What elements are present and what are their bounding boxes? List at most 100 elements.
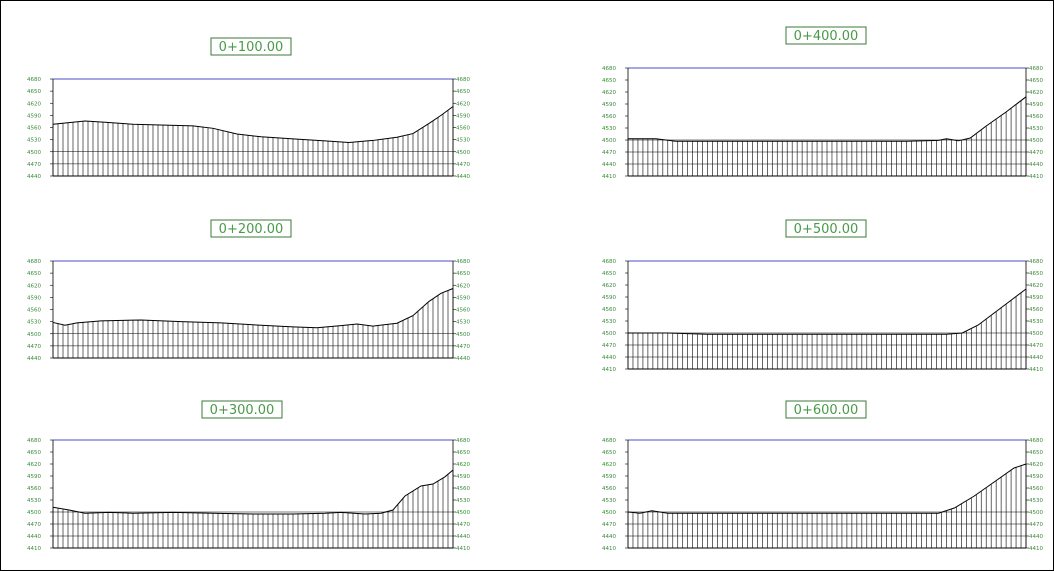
cross-section-panel: 0+300.00 4680 4680 4650 4650 4620 4620 4590 4590… [27, 400, 470, 552]
y-tick-label-right: 4470 [1029, 343, 1043, 349]
y-tick-label-left: 4680 [602, 438, 616, 444]
station-label-box [210, 219, 292, 238]
y-tick-label-right: 4560 [1029, 114, 1043, 120]
y-tick-label-right: 4620 [456, 283, 470, 289]
station-label: 0+400.00 [794, 29, 859, 44]
y-tick-label-left: 4470 [602, 343, 616, 349]
y-tick-label-left: 4620 [602, 90, 616, 96]
y-tick-label-right: 4440 [1029, 162, 1043, 168]
y-tick-label-left: 4650 [602, 78, 616, 84]
y-tick-label-left: 4470 [27, 522, 41, 528]
y-tick-label-left: 4440 [602, 355, 616, 361]
y-tick-label-right: 4590 [1029, 474, 1043, 480]
y-tick-label-right: 4680 [456, 77, 470, 83]
y-tick-label-right: 4620 [456, 101, 470, 107]
y-tick-label-right: 4440 [1029, 534, 1043, 540]
y-tick-label-right: 4650 [1029, 450, 1043, 456]
y-tick-label-left: 4620 [602, 462, 616, 468]
station-label-box [210, 37, 292, 56]
y-tick-label-left: 4680 [27, 77, 41, 83]
y-tick-label-left: 4530 [27, 138, 41, 144]
y-tick-label-right: 4560 [1029, 307, 1043, 313]
y-tick-label-right: 4530 [1029, 498, 1043, 504]
y-tick-label-right: 4440 [456, 174, 470, 180]
y-tick-label-left: 4590 [27, 295, 41, 301]
y-tick-label-left: 4530 [602, 126, 616, 132]
y-tick-label-right: 4620 [1029, 283, 1043, 289]
y-tick-label-left: 4440 [27, 174, 41, 180]
y-tick-label-right: 4470 [456, 522, 470, 528]
y-tick-label-left: 4530 [27, 498, 41, 504]
y-tick-label-right: 4650 [456, 450, 470, 456]
y-tick-label-right: 4410 [1029, 174, 1043, 180]
y-tick-label-right: 4530 [456, 498, 470, 504]
y-tick-label-left: 4500 [27, 332, 41, 338]
y-tick-label-right: 4500 [1029, 510, 1043, 516]
station-label: 0+300.00 [210, 403, 275, 418]
y-tick-label-left: 4470 [602, 522, 616, 528]
y-tick-label-left: 4500 [602, 331, 616, 337]
y-tick-label-left: 4500 [602, 138, 616, 144]
y-tick-label-left: 4650 [602, 271, 616, 277]
y-tick-label-left: 4560 [27, 308, 41, 314]
y-tick-label-right: 4440 [456, 534, 470, 540]
ground-profile-line [628, 288, 1027, 335]
y-tick-label-right: 4470 [456, 162, 470, 168]
y-tick-label-left: 4650 [27, 89, 41, 95]
y-tick-label-left: 4500 [27, 510, 41, 516]
y-tick-label-right: 4530 [1029, 319, 1043, 325]
station-label-box [785, 400, 867, 419]
y-tick-label-left: 4680 [602, 259, 616, 265]
y-tick-label-left: 4410 [602, 367, 616, 373]
y-tick-label-left: 4500 [602, 510, 616, 516]
cross-section-panel: 0+600.00 4680 4680 4650 4650 4620 4620 4590 4590… [602, 400, 1043, 552]
y-tick-label-left: 4620 [602, 283, 616, 289]
station-label: 0+600.00 [794, 403, 859, 418]
y-tick-label-right: 4680 [456, 259, 470, 265]
y-tick-label-left: 4680 [602, 66, 616, 72]
y-tick-label-right: 4590 [456, 295, 470, 301]
ground-profile-line [52, 288, 454, 329]
station-label-box [785, 26, 867, 45]
y-tick-label-right: 4560 [1029, 486, 1043, 492]
y-tick-label-left: 4410 [602, 174, 616, 180]
ground-profile-line [628, 96, 1027, 142]
cross-section-panel: 0+500.00 4680 4680 4650 4650 4620 4620 4590 4590… [602, 219, 1043, 373]
y-tick-label-right: 4530 [456, 320, 470, 326]
y-tick-label-right: 4560 [456, 126, 470, 132]
y-tick-label-right: 4470 [1029, 150, 1043, 156]
y-tick-label-right: 4440 [1029, 355, 1043, 361]
y-tick-label-left: 4560 [602, 486, 616, 492]
y-tick-label-right: 4410 [1029, 367, 1043, 373]
y-tick-label-left: 4500 [27, 150, 41, 156]
station-label: 0+100.00 [219, 40, 284, 55]
y-tick-label-left: 4440 [602, 534, 616, 540]
y-tick-label-left: 4530 [602, 498, 616, 504]
y-tick-label-right: 4500 [1029, 331, 1043, 337]
y-tick-label-left: 4560 [27, 126, 41, 132]
y-tick-label-left: 4620 [27, 101, 41, 107]
station-label-box [201, 400, 283, 419]
y-tick-label-right: 4680 [1029, 438, 1043, 444]
y-tick-label-right: 4470 [1029, 522, 1043, 528]
y-tick-label-right: 4410 [1029, 546, 1043, 552]
y-tick-label-left: 4650 [27, 450, 41, 456]
ground-profile-line [627, 463, 1027, 514]
y-tick-label-right: 4620 [1029, 90, 1043, 96]
cross-section-panel: 0+400.00 4680 4680 4650 4650 4620 4620 4590 4590… [602, 26, 1043, 180]
y-tick-label-left: 4650 [602, 450, 616, 456]
y-tick-label-right: 4410 [456, 546, 470, 552]
y-tick-label-left: 4470 [27, 344, 41, 350]
y-tick-label-left: 4590 [27, 113, 41, 119]
y-tick-label-left: 4560 [27, 486, 41, 492]
y-tick-label-right: 4500 [456, 150, 470, 156]
y-tick-label-left: 4440 [27, 356, 41, 362]
y-tick-label-left: 4440 [602, 162, 616, 168]
station-label: 0+200.00 [219, 222, 284, 237]
station-label: 0+500.00 [794, 222, 859, 237]
y-tick-label-right: 4470 [456, 344, 470, 350]
y-tick-label-right: 4530 [456, 138, 470, 144]
y-tick-label-left: 4470 [602, 150, 616, 156]
y-tick-label-right: 4590 [1029, 102, 1043, 108]
y-tick-label-right: 4530 [1029, 126, 1043, 132]
